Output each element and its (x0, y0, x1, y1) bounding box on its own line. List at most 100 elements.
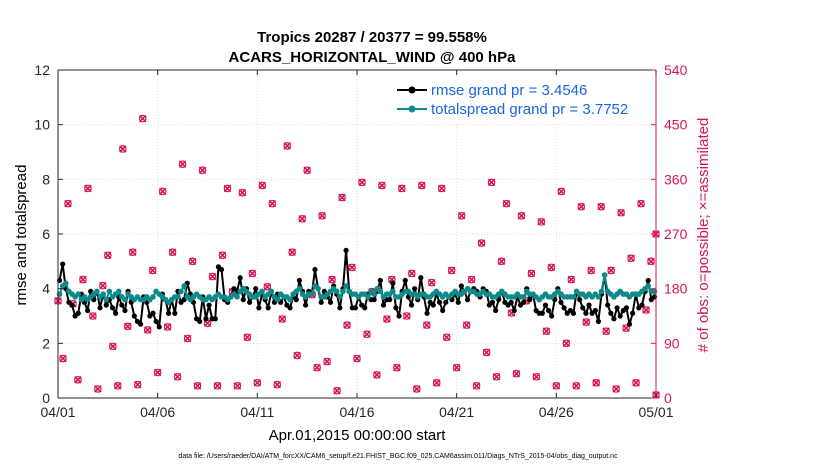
obs-assimilated-marker (153, 368, 162, 377)
obs-assimilated-marker (258, 181, 267, 190)
obs-assimilated-marker (318, 212, 326, 220)
rmse-point (119, 302, 125, 308)
obs-assimilated-marker (114, 382, 122, 390)
rmse-point (527, 297, 533, 303)
obs-possible-marker (238, 188, 247, 197)
obs-possible-marker (298, 215, 306, 223)
obs-assimilated-marker (188, 257, 197, 266)
rmse-point (440, 307, 446, 314)
obs-possible-marker (572, 382, 581, 390)
obs-possible-marker (323, 357, 331, 366)
rmse-point (303, 302, 309, 308)
obs-possible-marker (358, 178, 366, 187)
rmse-point (424, 310, 430, 316)
obs-assimilated-marker (637, 199, 645, 208)
rmse-point (69, 302, 75, 308)
totalspread-point (122, 296, 128, 303)
obs-possible-marker (427, 278, 436, 287)
rmse-point (608, 310, 614, 316)
rmse-point (549, 313, 555, 319)
rmse-point (580, 305, 586, 311)
totalspread-series (56, 272, 658, 306)
obs-possible-marker (59, 354, 67, 363)
obs-possible-marker (258, 181, 267, 190)
obs-assimilated-marker (148, 266, 157, 275)
obs-possible-marker (497, 257, 506, 266)
obs-assimilated-marker (243, 333, 252, 342)
totalspread-point (371, 291, 377, 297)
rmse-point (103, 302, 109, 308)
totalspread-point (340, 288, 346, 295)
obs-assimilated-marker (567, 275, 576, 284)
obs-assimilated-marker (343, 321, 351, 329)
obs-assimilated-marker (223, 184, 232, 193)
rmse-point (561, 305, 567, 311)
rmse-point (492, 307, 499, 314)
obs-possible-marker (602, 327, 610, 335)
rmse-point (455, 299, 461, 305)
rmse-point (75, 310, 81, 316)
rmse-point (60, 261, 66, 267)
obs-possible-marker (263, 283, 272, 291)
y-tick-label-left: 2 (42, 335, 50, 351)
obs-possible-marker (303, 166, 311, 175)
obs-assimilated-marker (233, 382, 242, 390)
obs-assimilated-marker (517, 212, 526, 220)
obs-possible-marker (348, 263, 356, 272)
obs-assimilated-marker (627, 254, 635, 263)
totalspread-point (106, 288, 113, 295)
totalspread-point (274, 296, 281, 303)
obs-assimilated-marker (283, 142, 291, 150)
totalspread-point (175, 294, 181, 300)
obs-possible-marker (567, 275, 576, 284)
obs-assimilated-marker (457, 212, 466, 220)
obs-assimilated-marker (133, 380, 142, 389)
rmse-point (109, 305, 116, 311)
y-tick-label-right: 90 (664, 335, 680, 351)
totalspread-point (287, 296, 293, 303)
legend-totalspread-label: totalspread grand pr = 3.7752 (431, 101, 628, 118)
obs-assimilated-marker (572, 382, 581, 390)
totalspread-point (645, 283, 652, 289)
obs-possible-marker (333, 386, 341, 395)
obs-possible-marker (173, 372, 182, 381)
obs-possible-marker (148, 266, 157, 275)
obs-possible-marker (158, 187, 167, 196)
rmse-point (511, 307, 517, 314)
obs-possible-marker (328, 275, 336, 284)
obs-assimilated-marker (597, 202, 605, 211)
obs-possible-marker (437, 184, 446, 193)
obs-assimilated-marker (293, 351, 301, 360)
obs-assimilated-marker (268, 199, 277, 208)
totalspread-point (598, 288, 605, 295)
obs-assimilated-marker (99, 281, 107, 290)
obs-assimilated-marker (413, 385, 421, 393)
obs-possible-marker (363, 330, 371, 339)
rmse-point (545, 307, 552, 314)
obs-assimilated-marker (607, 266, 615, 275)
obs-assimilated-marker (477, 239, 486, 247)
rmse-point (393, 305, 399, 311)
obs-possible-marker (99, 281, 107, 290)
rmse-point (318, 299, 324, 305)
rmse-point (390, 280, 396, 286)
obs-possible-marker (273, 380, 282, 389)
obs-assimilated-marker (128, 248, 137, 256)
obs-assimilated-marker (408, 269, 416, 278)
rmse-point (131, 313, 137, 319)
rmse-point (218, 266, 225, 273)
obs-assimilated-marker (492, 372, 501, 381)
rmse-point (256, 305, 262, 311)
rmse-point (443, 299, 449, 305)
obs-assimilated-marker (163, 323, 172, 331)
y-tick-label-right: 270 (664, 226, 688, 242)
totalspread-point (100, 291, 106, 297)
legend-box (392, 78, 650, 122)
obs-possible-marker (502, 199, 511, 208)
obs-assimilated-marker (248, 269, 257, 278)
totalspread-point (103, 296, 110, 303)
obs-assimilated-marker (642, 306, 650, 314)
rmse-point (206, 302, 212, 308)
obs-assimilated-marker (512, 369, 521, 378)
